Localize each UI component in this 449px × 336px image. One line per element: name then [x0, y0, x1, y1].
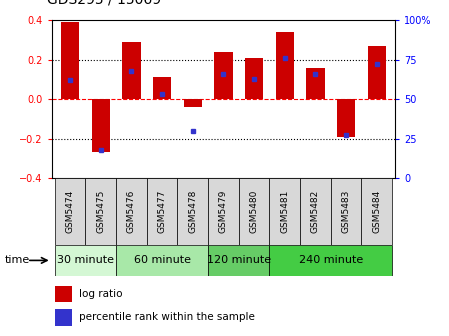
Bar: [55, 309, 72, 326]
Text: time: time: [4, 255, 30, 265]
Text: GSM5482: GSM5482: [311, 190, 320, 233]
Bar: [306, 68, 325, 99]
Text: GSM5483: GSM5483: [342, 190, 351, 234]
Text: 240 minute: 240 minute: [299, 255, 363, 265]
Bar: [116, 178, 147, 245]
Text: GSM5480: GSM5480: [250, 190, 259, 234]
Text: GSM5478: GSM5478: [188, 190, 197, 234]
Text: GSM5476: GSM5476: [127, 190, 136, 234]
Text: percentile rank within the sample: percentile rank within the sample: [79, 312, 255, 322]
Bar: [177, 178, 208, 245]
Bar: [85, 178, 116, 245]
Bar: [147, 178, 177, 245]
Text: 60 minute: 60 minute: [133, 255, 190, 265]
Bar: [337, 99, 355, 137]
Text: GSM5475: GSM5475: [96, 190, 105, 234]
Text: 120 minute: 120 minute: [207, 255, 271, 265]
Text: GSM5479: GSM5479: [219, 190, 228, 234]
Text: GSM5481: GSM5481: [280, 190, 289, 234]
Bar: [214, 52, 233, 99]
Bar: [300, 178, 331, 245]
Bar: [184, 99, 202, 107]
Bar: [239, 178, 269, 245]
Bar: [269, 178, 300, 245]
Bar: [92, 99, 110, 153]
Text: GDS295 / 15069: GDS295 / 15069: [47, 0, 161, 7]
Bar: [55, 286, 72, 302]
Bar: [269, 245, 392, 276]
Bar: [245, 58, 263, 99]
Bar: [331, 178, 361, 245]
Bar: [55, 245, 116, 276]
Bar: [208, 245, 269, 276]
Text: GSM5474: GSM5474: [66, 190, 75, 233]
Bar: [61, 22, 79, 99]
Bar: [368, 46, 386, 99]
Bar: [361, 178, 392, 245]
Bar: [153, 77, 171, 99]
Bar: [276, 32, 294, 99]
Bar: [122, 42, 141, 99]
Text: log ratio: log ratio: [79, 289, 123, 298]
Text: 30 minute: 30 minute: [57, 255, 114, 265]
Bar: [208, 178, 239, 245]
Bar: [55, 178, 85, 245]
Text: GSM5484: GSM5484: [372, 190, 381, 233]
Text: GSM5477: GSM5477: [158, 190, 167, 234]
Bar: [116, 245, 208, 276]
